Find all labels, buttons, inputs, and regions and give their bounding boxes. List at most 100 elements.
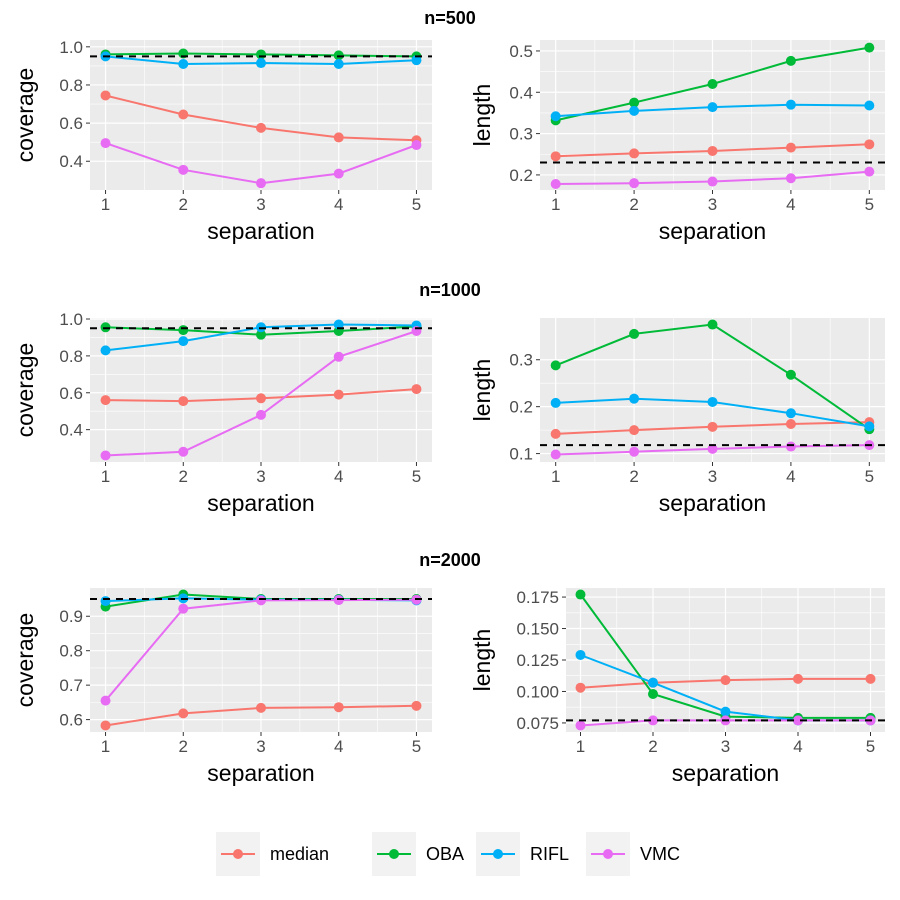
y-tick-label: 0.2 — [509, 166, 533, 185]
point-VMC-1 — [575, 720, 586, 731]
series-median — [100, 700, 422, 731]
legend-label: VMC — [640, 844, 680, 864]
row-title-3: n=2000 — [419, 550, 481, 570]
point-VMC-4 — [333, 168, 344, 179]
point-OBA-3 — [707, 79, 718, 90]
point-RIFL-4 — [333, 58, 344, 69]
point-median-3 — [256, 393, 266, 404]
row-title-n2000: n=2000 — [419, 550, 481, 570]
point-median-1 — [100, 720, 111, 731]
point-median-5 — [411, 700, 422, 711]
point-VMC-2 — [178, 164, 189, 175]
panel-3: 0.4 0.6 0.8 1.0 1 2 3 4 5 separation coverage — [12, 310, 432, 516]
x-tick-label: 3 — [256, 467, 265, 486]
point-RIFL-3 — [707, 102, 718, 113]
point-VMC-2 — [648, 715, 658, 726]
point-RIFL-1 — [100, 345, 111, 356]
point-median-4 — [333, 132, 344, 143]
point-RIFL-1 — [550, 397, 561, 408]
point-VMC-3 — [707, 443, 718, 454]
point-VMC-4 — [333, 595, 344, 606]
point-VMC-4 — [333, 351, 344, 362]
point-VMC-2 — [178, 603, 189, 614]
x-tick-label: 3 — [256, 737, 265, 756]
y-tick-label: 0.5 — [509, 42, 533, 61]
series-RIFL — [550, 393, 875, 432]
point-VMC-2 — [178, 446, 189, 457]
x-tick-label: 4 — [786, 467, 795, 486]
point-median-1 — [575, 682, 586, 693]
x-tick-label: 3 — [256, 195, 265, 214]
y-tick-label: 0.8 — [59, 642, 83, 661]
y-tick-label: 0.4 — [509, 83, 533, 102]
x-tick-label: 1 — [576, 737, 585, 756]
x-tick-label: 2 — [179, 467, 188, 486]
x-axis-label: separation — [207, 218, 314, 244]
point-RIFL-5 — [411, 55, 422, 66]
point-VMC-2 — [629, 178, 640, 189]
point-median-2 — [629, 425, 640, 436]
y-axis-label: length — [469, 629, 495, 692]
x-tick-label: 4 — [334, 737, 343, 756]
y-axis-label: length — [469, 359, 495, 422]
x-tick-label: 3 — [708, 195, 717, 214]
x-tick-label: 1 — [551, 195, 560, 214]
x-tick-label: 5 — [865, 467, 874, 486]
point-OBA-2 — [629, 328, 640, 339]
y-tick-label: 0.6 — [59, 114, 83, 133]
panel-6: 0.075 0.100 0.125 0.150 0.175 1 2 3 4 5 separation… — [469, 588, 885, 786]
legend-entry-RIFL: RIFL — [476, 832, 569, 876]
point-RIFL-2 — [648, 677, 658, 688]
x-tick-label: 2 — [179, 195, 188, 214]
y-tick-label: 0.3 — [509, 125, 533, 144]
point-OBA-5 — [864, 42, 875, 53]
point-RIFL-2 — [629, 393, 640, 404]
point-median-2 — [178, 708, 189, 719]
y-tick-label: 0.8 — [59, 347, 83, 366]
y-tick-label: 0.150 — [516, 620, 559, 639]
point-RIFL-2 — [178, 336, 189, 347]
x-tick-label: 3 — [721, 737, 730, 756]
point-RIFL-2 — [629, 105, 640, 116]
row-title-1: n=500 — [424, 8, 476, 28]
series-VMC — [100, 138, 422, 189]
point-median-4 — [793, 673, 803, 684]
point-VMC-2 — [629, 446, 640, 457]
x-tick-label: 2 — [179, 737, 188, 756]
point-median-4 — [785, 419, 796, 430]
x-tick-label: 5 — [865, 195, 874, 214]
point-median-1 — [550, 428, 561, 439]
legend-key-point — [493, 849, 503, 859]
point-VMC-1 — [550, 179, 561, 190]
point-VMC-4 — [785, 441, 796, 452]
point-RIFL-1 — [550, 111, 561, 122]
x-tick-label: 1 — [101, 467, 110, 486]
y-axis-label: coverage — [12, 613, 38, 708]
point-median-5 — [864, 139, 875, 150]
panel-4: 0.1 0.2 0.3 1 2 3 4 5 separation length — [469, 318, 885, 516]
row-title-n1000: n=1000 — [419, 280, 481, 300]
x-tick-label: 4 — [786, 195, 795, 214]
legend-entry-OBA: OBA — [372, 832, 464, 876]
point-RIFL-5 — [864, 421, 875, 432]
panels: 0.4 0.6 0.8 1.0 1 2 3 4 5 separation coverage 0.2 0.… — [12, 38, 885, 786]
y-tick-label: 1.0 — [59, 38, 83, 57]
legend-key-point — [389, 849, 399, 859]
y-tick-label: 0.1 — [509, 445, 533, 464]
point-VMC-1 — [550, 449, 561, 460]
point-RIFL-3 — [707, 396, 718, 407]
x-tick-label: 5 — [866, 737, 875, 756]
x-tick-label: 1 — [101, 195, 110, 214]
x-tick-label: 4 — [793, 737, 802, 756]
point-median-5 — [865, 673, 876, 684]
y-tick-label: 0.4 — [59, 421, 83, 440]
point-RIFL-1 — [100, 596, 111, 607]
y-tick-label: 0.175 — [516, 588, 559, 607]
x-tick-label: 4 — [334, 195, 343, 214]
legend-label: RIFL — [530, 844, 569, 864]
series-RIFL — [100, 51, 422, 69]
point-RIFL-1 — [575, 649, 586, 660]
point-VMC-5 — [411, 140, 422, 151]
series-RIFL — [550, 99, 875, 122]
